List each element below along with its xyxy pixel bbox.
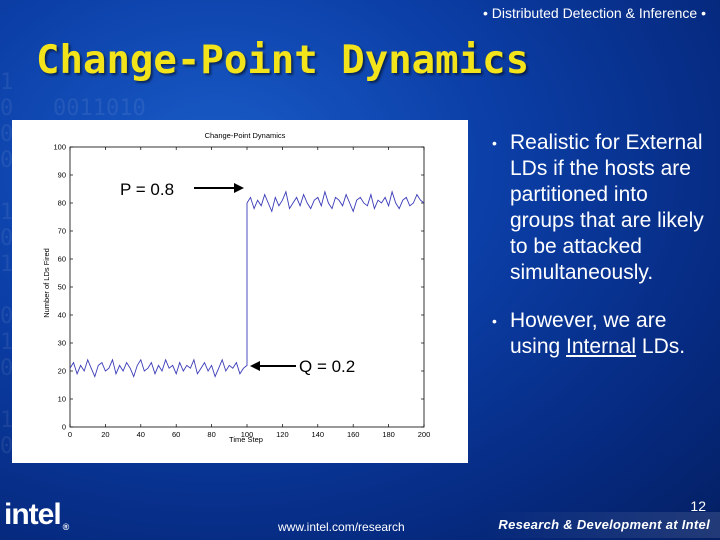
bullet-dot: • xyxy=(492,313,497,329)
y-tick-label: 20 xyxy=(58,367,66,376)
bullet-list: • Realistic for External LDs if the host… xyxy=(492,130,710,360)
x-tick-label: 80 xyxy=(207,430,215,439)
x-tick-label: 200 xyxy=(418,430,431,439)
series-layer xyxy=(69,190,425,378)
y-axis-label: Number of LDs Fired xyxy=(42,248,51,318)
y-tick-label: 30 xyxy=(58,339,66,348)
p-arrowhead xyxy=(234,183,244,193)
x-tick-label: 100 xyxy=(241,430,254,439)
change-point-chart: Change-Point Dynamics 0 20 40 60 80 100 120 140… xyxy=(12,120,468,463)
x-tick-label: 140 xyxy=(312,430,325,439)
chart-title: Change-Point Dynamics xyxy=(205,131,286,140)
chart-panel: Change-Point Dynamics 0 20 40 60 80 100 120 140… xyxy=(12,120,468,463)
page-number: 12 xyxy=(690,498,706,514)
x-tick-label: 60 xyxy=(172,430,180,439)
series-line xyxy=(69,190,425,378)
bullet-item-2: • However, we are using Internal LDs. xyxy=(492,308,710,360)
q-arrowhead xyxy=(250,361,260,371)
footer-band xyxy=(484,512,720,538)
bullet-text-2-suffix: LDs. xyxy=(636,335,686,358)
footer-url: www.intel.com/research xyxy=(278,520,405,534)
header-tag: • Distributed Detection & Inference • xyxy=(482,5,706,21)
y-tick-label: 0 xyxy=(62,423,66,432)
intel-logo: intel ® xyxy=(4,498,70,532)
p-label: P = 0.8 xyxy=(120,180,174,199)
footer-research-label: Research & Development at Intel xyxy=(498,517,710,532)
y-tick-label: 90 xyxy=(58,171,66,180)
x-axis-label: Time Step xyxy=(229,435,263,444)
slide-title: Change-Point Dynamics xyxy=(36,38,530,83)
y-tick-label: 70 xyxy=(58,227,66,236)
chart-background xyxy=(12,120,468,463)
bullet-text-2-underlined: Internal xyxy=(566,335,637,358)
logo-text: intel xyxy=(4,498,62,531)
y-tick-label: 50 xyxy=(58,283,66,292)
bullet-text-2-prefix: However, we are using xyxy=(510,309,667,358)
bullet-item-1: • Realistic for External LDs if the host… xyxy=(492,130,710,286)
y-tick-label: 10 xyxy=(58,395,66,404)
logo-registered-mark: ® xyxy=(62,522,70,532)
y-tick-label: 80 xyxy=(58,199,66,208)
bullet-text-1: Realistic for External LDs if the hosts … xyxy=(510,131,704,284)
q-label: Q = 0.2 xyxy=(299,357,355,376)
x-tick-label: 120 xyxy=(276,430,289,439)
x-tick-label: 180 xyxy=(382,430,395,439)
x-tick-label: 20 xyxy=(101,430,109,439)
y-tick-label: 40 xyxy=(58,311,66,320)
x-tick-label: 160 xyxy=(347,430,360,439)
bullet-dot: • xyxy=(492,135,497,151)
y-tick-label: 100 xyxy=(53,143,66,152)
x-tick-label: 0 xyxy=(68,430,72,439)
y-tick-label: 60 xyxy=(58,255,66,264)
x-tick-label: 40 xyxy=(137,430,145,439)
chart-axes: 0 20 40 60 80 100 120 140 160 180 200 0 10 20 30 40 50 60… xyxy=(53,143,430,440)
